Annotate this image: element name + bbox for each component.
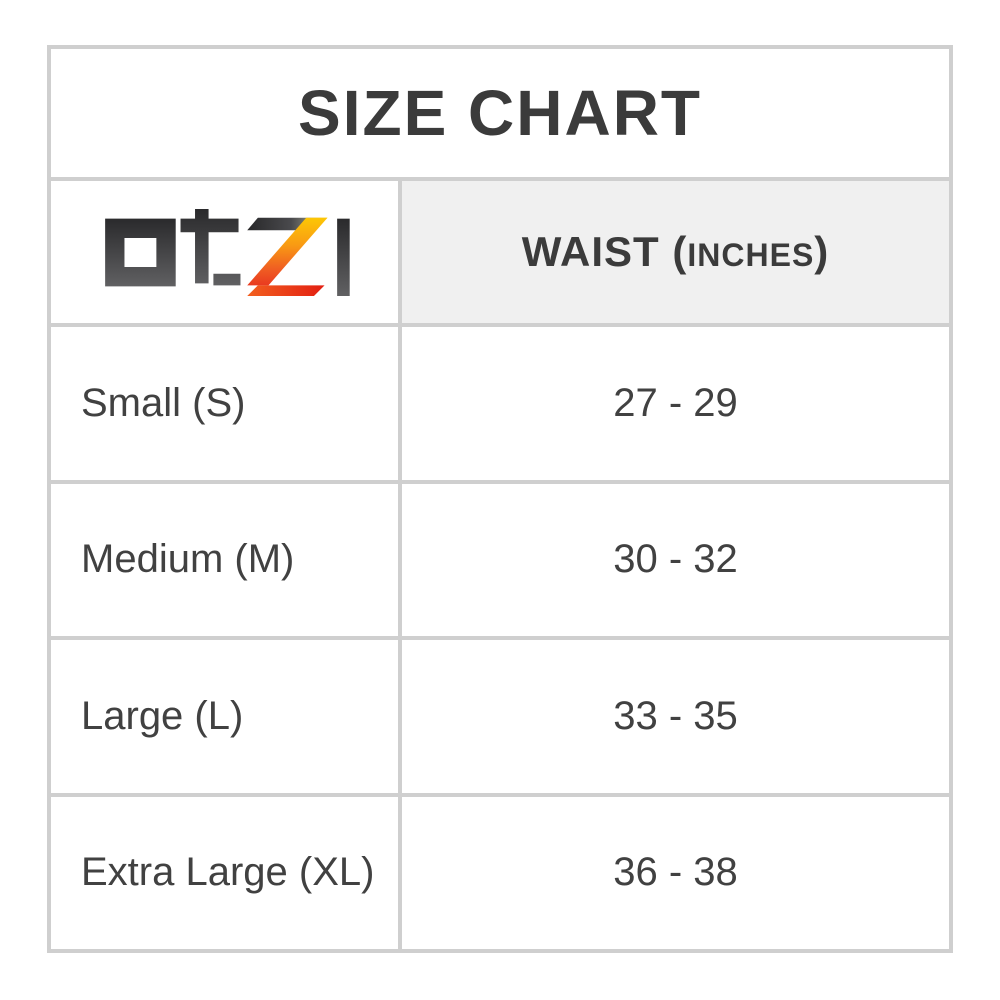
size-label-cell: Extra Large (XL)	[51, 796, 398, 949]
brand-logo-cell	[51, 181, 398, 323]
waist-range: 27 - 29	[613, 380, 738, 425]
size-label-cell: Small (S)	[51, 327, 398, 480]
waist-header-cell: WAIST (INCHES)	[402, 181, 949, 323]
logo-letter-o	[104, 218, 176, 286]
otzi-logo-icon	[104, 208, 350, 296]
size-label: Extra Large (XL)	[81, 850, 375, 895]
size-label: Small (S)	[81, 380, 246, 425]
waist-range: 33 - 35	[613, 693, 738, 738]
waist-range-cell: 33 - 35	[402, 640, 949, 793]
waist-range-cell: 30 - 32	[402, 483, 949, 636]
waist-range-cell: 36 - 38	[402, 796, 949, 949]
waist-range: 36 - 38	[613, 850, 738, 895]
page-title: SIZE CHART	[51, 49, 949, 177]
waist-range: 30 - 32	[613, 537, 738, 582]
logo-letter-z	[246, 217, 327, 296]
waist-range-cell: 27 - 29	[402, 327, 949, 480]
size-chart-table: SIZE CHART	[47, 45, 953, 953]
logo-letter-i	[336, 218, 350, 296]
size-label: Medium (M)	[81, 537, 295, 582]
size-label: Large (L)	[81, 693, 244, 738]
page-title-text: SIZE CHART	[298, 77, 702, 149]
size-label-cell: Large (L)	[51, 640, 398, 793]
waist-header-label: WAIST (INCHES)	[521, 228, 830, 275]
size-label-cell: Medium (M)	[51, 483, 398, 636]
logo-letter-t	[180, 208, 240, 285]
